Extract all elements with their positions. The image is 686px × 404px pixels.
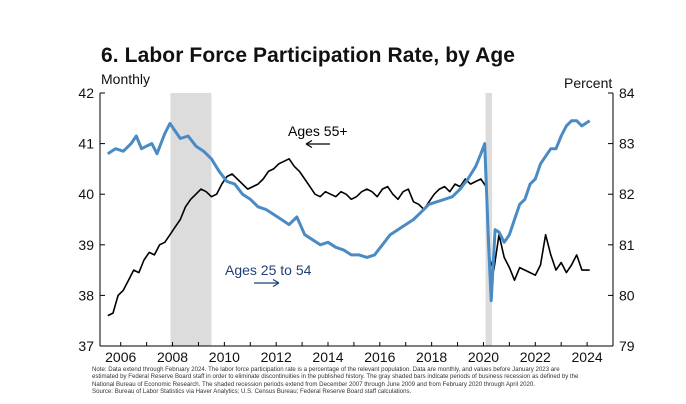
right-axis-tick-label: 81	[619, 237, 635, 253]
right-axis-tick-label: 79	[619, 338, 635, 354]
x-axis-tick-label: 2020	[468, 349, 499, 365]
series-lines	[106, 119, 591, 317]
series-annotations: Ages 55+ Ages 25 to 54	[225, 123, 348, 288]
x-axis-tick-label: 2012	[261, 349, 292, 365]
left-axis-tick-label: 38	[78, 287, 94, 303]
x-axis-tick-label: 2018	[416, 349, 447, 365]
annotation-ages-25-54: Ages 25 to 54	[225, 262, 312, 278]
footnote-line: estimated by Federal Reserve Board staff…	[92, 373, 579, 381]
chart-title: 6. Labor Force Participation Rate, by Ag…	[101, 44, 516, 67]
x-axis-tick-label: 2010	[209, 349, 240, 365]
series-line-ages-25-54	[106, 119, 591, 302]
right-axis-unit: Percent	[564, 75, 613, 91]
right-axis-tick-label: 80	[619, 287, 635, 303]
footnote-line: Note: Data extend through February 2024.…	[92, 366, 560, 373]
footnote-line: Source: Bureau of Labor Statistics via H…	[92, 387, 412, 395]
chart-canvas: 37 38 39 40 41 42 79 80 81 82 83 84 2006 2008 2010 2012…	[78, 85, 634, 365]
right-axis-tick-label: 83	[619, 136, 635, 152]
arrowhead-ages-55-plus	[305, 139, 313, 149]
axes: 37 38 39 40 41 42 79 80 81 82 83 84 2006 2008 2010 2012…	[78, 85, 634, 365]
series-line-ages-55-plus	[107, 158, 590, 317]
annotation-ages-55-plus: Ages 55+	[288, 123, 348, 139]
x-axis-tick-label: 2022	[520, 349, 551, 365]
right-axis-tick-label: 82	[619, 186, 635, 202]
x-axis-tick-label: 2008	[157, 349, 188, 365]
footnotes: Note: Data extend through February 2024.…	[92, 366, 652, 395]
footnote-line: National Bureau of Economic Research. Th…	[92, 380, 535, 388]
left-axis-tick-label: 40	[78, 186, 94, 202]
left-axis-unit: Monthly	[101, 71, 151, 87]
x-axis-tick-label: 2006	[105, 349, 136, 365]
x-axis-tick-label: 2014	[312, 349, 343, 365]
x-axis-tick-label: 2016	[364, 349, 395, 365]
right-axis-tick-label: 84	[619, 85, 635, 101]
left-axis-tick-label: 42	[78, 85, 94, 101]
left-axis-tick-label: 39	[78, 237, 94, 253]
arrowhead-ages-25-54	[272, 278, 280, 288]
left-axis-tick-label: 37	[78, 338, 94, 354]
left-axis-tick-label: 41	[78, 136, 94, 152]
x-axis-tick-label: 2024	[572, 349, 603, 365]
